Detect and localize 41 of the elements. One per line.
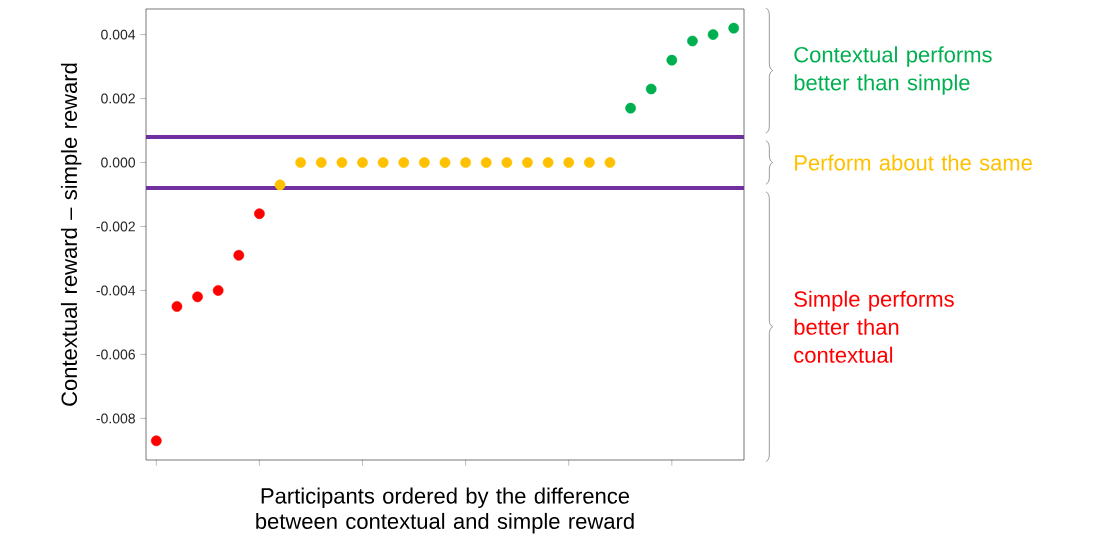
point (604, 157, 616, 168)
point (295, 157, 306, 168)
point (315, 157, 327, 168)
y-tick-label: -0.008 (96, 413, 135, 424)
point (687, 35, 698, 47)
point (233, 249, 245, 261)
point (274, 179, 286, 191)
point (625, 102, 636, 114)
point (666, 54, 678, 66)
point (377, 157, 389, 168)
point (728, 22, 740, 34)
point (707, 29, 719, 40)
point (480, 157, 492, 168)
x-axis-title: Participants ordered by the difference between contextual and simple reward (256, 487, 634, 534)
point (171, 301, 183, 312)
y-tick-label: -0.002 (96, 221, 135, 232)
point (357, 157, 368, 168)
y-tick-label: 0.000 (101, 157, 136, 168)
point (584, 157, 595, 168)
y-tick-label: -0.004 (96, 285, 136, 296)
y-tick-label: -0.006 (96, 349, 135, 360)
point (522, 157, 533, 168)
point (192, 291, 203, 303)
text: Simple performs better than contextual (794, 290, 954, 363)
point (212, 285, 224, 296)
point (398, 157, 410, 168)
point (336, 157, 348, 168)
point (439, 157, 451, 168)
point (150, 435, 162, 447)
y-tick-label: 0.004 (101, 29, 136, 40)
point (460, 157, 471, 168)
point (254, 208, 265, 220)
point (542, 157, 554, 168)
point (419, 157, 430, 168)
text: Perform about the same (795, 154, 1032, 171)
point (563, 157, 575, 168)
y-axis-title: Contextual reward – simple reward (60, 63, 82, 406)
point (645, 83, 657, 95)
point (501, 157, 513, 168)
text: Contextual performs better than simple (794, 46, 992, 95)
y-tick-label: 0.002 (101, 93, 135, 104)
